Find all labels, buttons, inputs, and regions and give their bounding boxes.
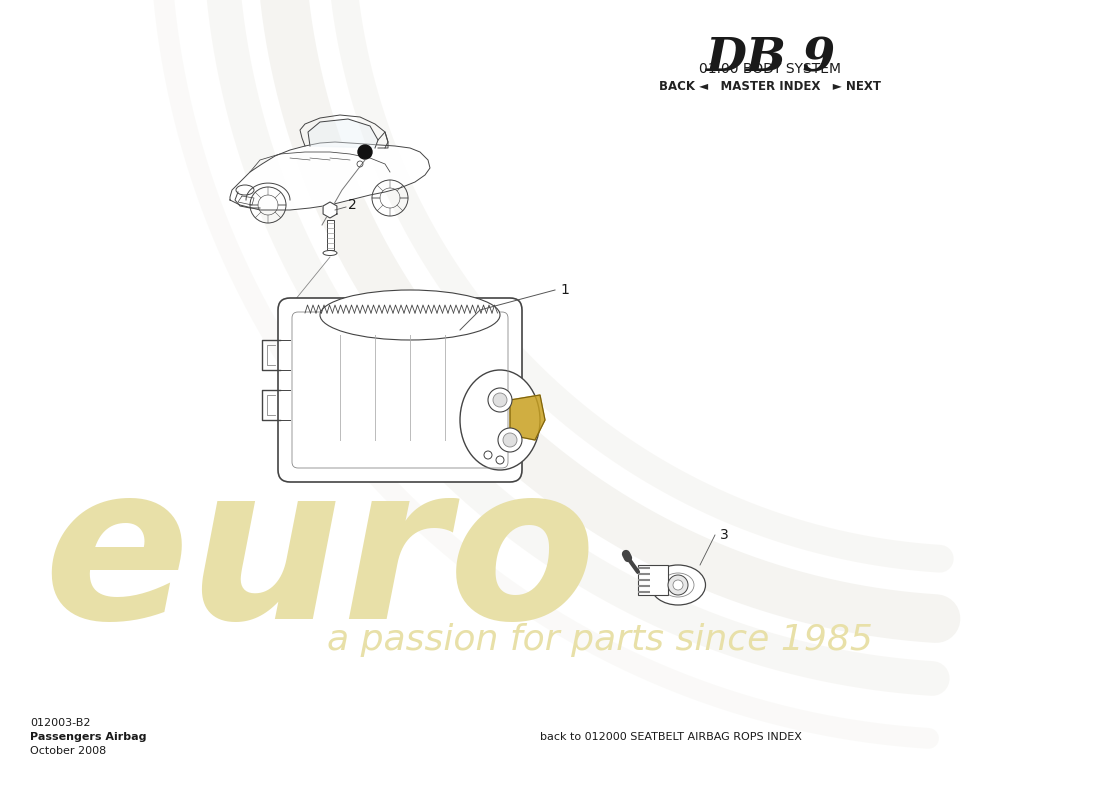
Text: 012003-B2: 012003-B2 [30,718,90,728]
Bar [327,220,333,250]
Circle shape [498,428,522,452]
Circle shape [673,580,683,590]
Polygon shape [510,395,544,440]
Ellipse shape [320,290,500,340]
Text: euro: euro [43,455,596,665]
Circle shape [488,388,512,412]
Circle shape [668,575,688,595]
Circle shape [484,451,492,459]
Ellipse shape [460,370,540,470]
FancyBboxPatch shape [278,298,522,482]
Circle shape [496,456,504,464]
Circle shape [358,145,372,159]
Ellipse shape [650,565,705,605]
Text: 2: 2 [348,198,356,212]
Text: 3: 3 [720,528,728,542]
Text: 01.00 BODY SYSTEM: 01.00 BODY SYSTEM [698,62,842,76]
Polygon shape [230,142,430,210]
Polygon shape [323,202,337,218]
Ellipse shape [662,573,694,597]
Circle shape [493,393,507,407]
Text: DB 9: DB 9 [705,35,835,81]
Ellipse shape [323,250,337,255]
Text: Passengers Airbag: Passengers Airbag [30,732,146,742]
Text: a passion for parts since 1985: a passion for parts since 1985 [327,623,873,657]
Circle shape [503,433,517,447]
Bar [638,565,668,595]
Text: October 2008: October 2008 [30,746,107,756]
Text: back to 012000 SEATBELT AIRBAG ROPS INDEX: back to 012000 SEATBELT AIRBAG ROPS INDE… [540,732,802,742]
Polygon shape [308,119,378,148]
Text: 1: 1 [560,283,569,297]
Text: BACK ◄   MASTER INDEX   ► NEXT: BACK ◄ MASTER INDEX ► NEXT [659,80,881,93]
